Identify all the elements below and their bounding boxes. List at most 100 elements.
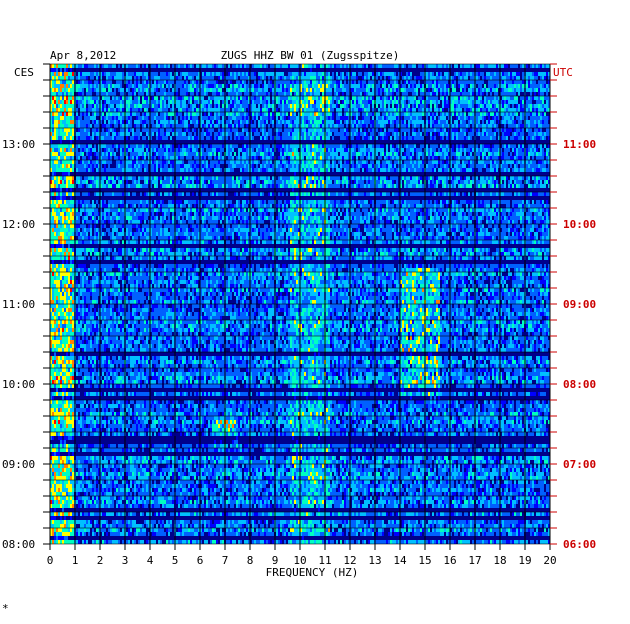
spectrogram-cell: [126, 120, 128, 124]
spectrogram-cell: [390, 108, 392, 112]
spectrogram-cell: [196, 120, 198, 124]
spectrogram-cell: [442, 84, 444, 88]
spectrogram-cell: [166, 64, 168, 68]
spectrogram-cell: [436, 80, 438, 84]
spectrogram-cell: [94, 148, 96, 152]
spectrogram-cell: [512, 92, 514, 96]
spectrogram-cell: [492, 108, 494, 112]
spectrogram-cell: [86, 160, 88, 164]
spectrogram-cell: [322, 128, 324, 132]
spectrogram-cell: [438, 76, 440, 80]
spectrogram-cell: [130, 120, 132, 124]
spectrogram-cell: [312, 104, 314, 108]
spectrogram-cell: [60, 96, 62, 100]
spectrogram-cell: [328, 144, 330, 148]
spectrogram-cell: [162, 160, 164, 164]
spectrogram-cell: [436, 152, 438, 156]
spectrogram-cell: [178, 152, 180, 156]
spectrogram-cell: [164, 160, 166, 164]
spectrogram-cell: [52, 108, 54, 112]
spectrogram-cell: [336, 124, 338, 128]
spectrogram-cell: [328, 128, 330, 132]
spectrogram-cell: [232, 92, 234, 96]
spectrogram-cell: [144, 160, 146, 164]
spectrogram-cell: [92, 88, 94, 92]
spectrogram-cell: [468, 136, 470, 140]
spectrogram-cell: [482, 144, 484, 148]
spectrogram-cell: [70, 152, 72, 156]
spectrogram-cell: [136, 76, 138, 80]
spectrogram-cell: [504, 124, 506, 128]
spectrogram-cell: [338, 92, 340, 96]
spectrogram-cell: [66, 104, 68, 108]
spectrogram-cell: [410, 136, 412, 140]
spectrogram-cell: [488, 120, 490, 124]
spectrogram-cell: [428, 88, 430, 92]
spectrogram-cell: [106, 96, 108, 100]
spectrogram-cell: [170, 108, 172, 112]
spectrogram-cell: [394, 88, 396, 92]
spectrogram-cell: [234, 108, 236, 112]
spectrogram-cell: [52, 68, 54, 72]
spectrogram-cell: [138, 80, 140, 84]
spectrogram-cell: [362, 132, 364, 136]
spectrogram-cell: [394, 112, 396, 116]
spectrogram-cell: [164, 132, 166, 136]
spectrogram-cell: [382, 116, 384, 120]
spectrogram-cell: [128, 100, 130, 104]
spectrogram-cell: [426, 96, 428, 100]
spectrogram-cell: [230, 132, 232, 136]
spectrogram-cell: [530, 116, 532, 120]
spectrogram-cell: [516, 148, 518, 152]
spectrogram-cell: [290, 92, 292, 96]
spectrogram-cell: [462, 92, 464, 96]
spectrogram-cell: [478, 88, 480, 92]
spectrogram-cell: [302, 152, 304, 156]
spectrogram-cell: [68, 88, 70, 92]
spectrogram-cell: [520, 144, 522, 148]
spectrogram-cell: [412, 88, 414, 92]
spectrogram-cell: [156, 80, 158, 84]
spectrogram-cell: [204, 92, 206, 96]
spectrogram-cell: [336, 128, 338, 132]
spectrogram-cell: [144, 120, 146, 124]
spectrogram-cell: [460, 100, 462, 104]
spectrogram-cell: [268, 148, 270, 152]
spectrogram-cell: [78, 128, 80, 132]
spectrogram-cell: [206, 160, 208, 164]
spectrogram-cell: [418, 64, 420, 68]
spectrogram-cell: [268, 160, 270, 164]
spectrogram-cell: [222, 112, 224, 116]
spectrogram-cell: [130, 80, 132, 84]
spectrogram-cell: [296, 96, 298, 100]
spectrogram-cell: [52, 64, 54, 68]
spectrogram-cell: [482, 88, 484, 92]
spectrogram-cell: [544, 144, 546, 148]
spectrogram-cell: [88, 72, 90, 76]
spectrogram-cell: [66, 152, 68, 156]
spectrogram-cell: [186, 144, 188, 148]
spectrogram-cell: [172, 108, 174, 112]
spectrogram-cell: [382, 144, 384, 148]
spectrogram-cell: [260, 64, 262, 68]
spectrogram-cell: [316, 96, 318, 100]
spectrogram-cell: [190, 152, 192, 156]
spectrogram-cell: [342, 152, 344, 156]
spectrogram-cell: [180, 80, 182, 84]
spectrogram-cell: [240, 88, 242, 92]
spectrogram-cell: [182, 148, 184, 152]
spectrogram-cell: [104, 156, 106, 160]
spectrogram-cell: [54, 64, 56, 68]
spectrogram-cell: [316, 116, 318, 120]
spectrogram-cell: [86, 96, 88, 100]
spectrogram-cell: [346, 148, 348, 152]
spectrogram-cell: [258, 104, 260, 108]
spectrogram-cell: [526, 76, 528, 80]
spectrogram-cell: [260, 112, 262, 116]
spectrogram-cell: [266, 148, 268, 152]
spectrogram-cell: [146, 144, 148, 148]
spectrogram-cell: [206, 88, 208, 92]
spectrogram-cell: [434, 64, 436, 68]
spectrogram-cell: [290, 100, 292, 104]
